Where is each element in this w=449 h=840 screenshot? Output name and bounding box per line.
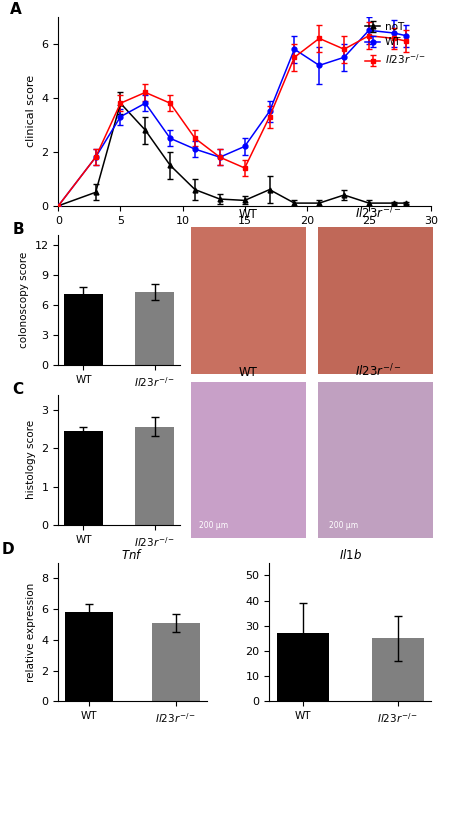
Bar [135, 427, 174, 525]
Text: 200 μm: 200 μm [199, 522, 228, 530]
Y-axis label: relative expression: relative expression [26, 582, 36, 682]
X-axis label: days: days [231, 231, 259, 244]
Title: $\it{Tnf}$: $\it{Tnf}$ [121, 548, 144, 562]
Text: $Il23r^{-/-}$: $Il23r^{-/-}$ [355, 362, 401, 379]
Text: WT: WT [239, 208, 258, 221]
Title: $\it{Il1b}$: $\it{Il1b}$ [339, 548, 362, 562]
Bar [318, 227, 433, 374]
Bar [372, 638, 424, 701]
Bar [191, 227, 306, 374]
Text: B: B [12, 222, 24, 237]
Bar [277, 633, 329, 701]
Text: D: D [2, 542, 15, 557]
Text: A: A [10, 2, 22, 17]
Bar [135, 292, 174, 365]
Text: C: C [12, 381, 23, 396]
Bar [318, 382, 433, 538]
Y-axis label: clinical score: clinical score [26, 76, 36, 147]
Y-axis label: colonoscopy score: colonoscopy score [19, 252, 29, 349]
Y-axis label: histology score: histology score [26, 420, 36, 500]
Bar [64, 294, 103, 365]
Bar [191, 382, 306, 538]
Legend: noT, WT, $Il23r^{-/-}$: noT, WT, $Il23r^{-/-}$ [365, 22, 426, 66]
Bar [152, 623, 200, 701]
Text: $Il23r^{-/-}$: $Il23r^{-/-}$ [355, 204, 401, 221]
Text: WT: WT [239, 366, 258, 379]
Text: 200 μm: 200 μm [329, 522, 358, 530]
Bar [65, 612, 113, 701]
Bar [64, 431, 103, 525]
